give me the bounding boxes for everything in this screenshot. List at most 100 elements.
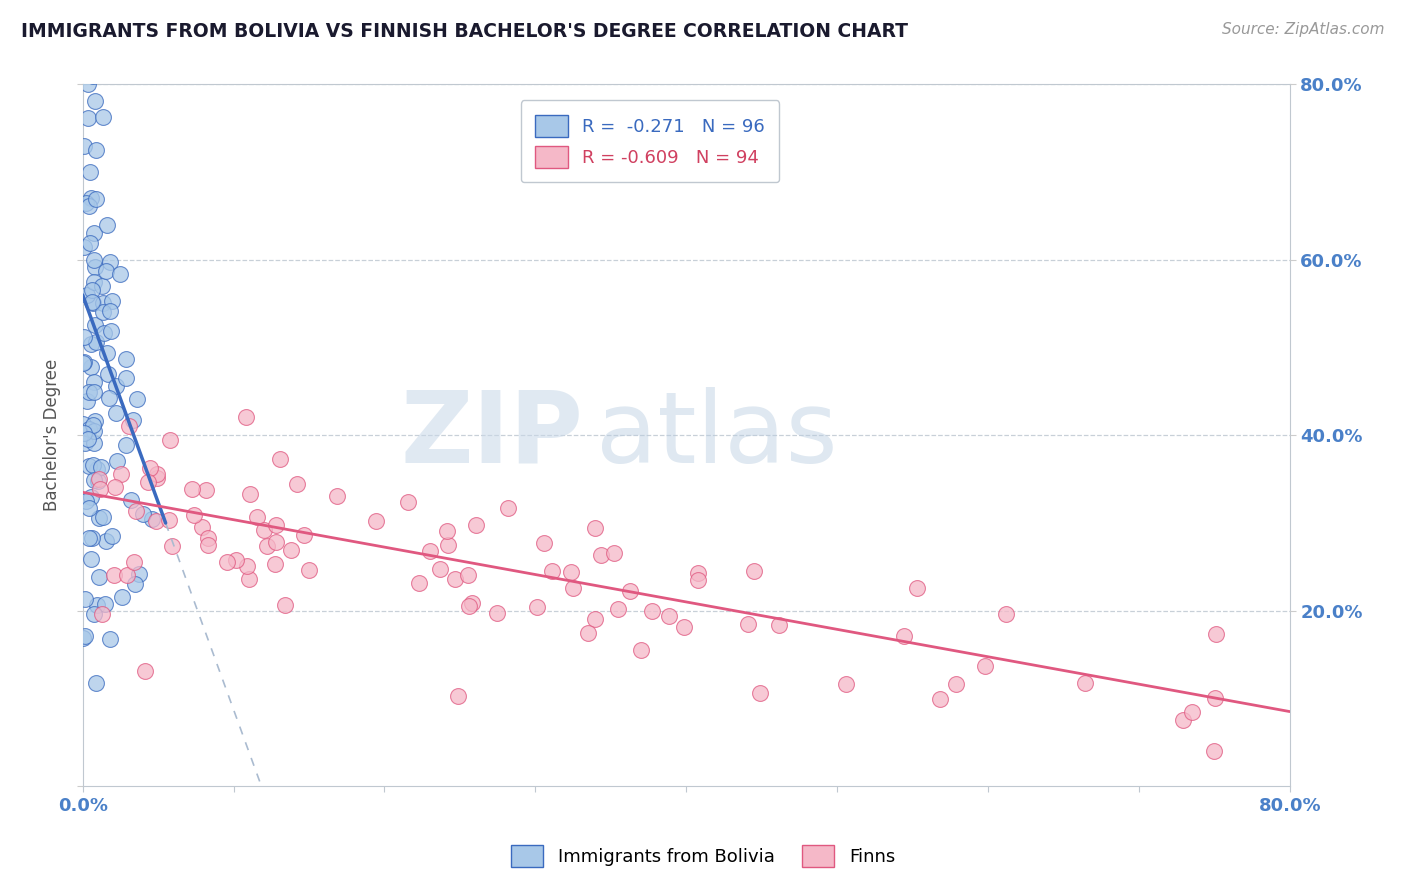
Point — [124, 577, 146, 591]
Point — [408, 575, 430, 590]
Point — [79, 422, 101, 436]
Point — [105, 454, 128, 468]
Point — [893, 630, 915, 644]
Point — [76, 60, 98, 74]
Point — [641, 603, 664, 617]
Point — [72, 356, 94, 370]
Point — [264, 535, 287, 549]
Text: ZIP: ZIP — [401, 387, 583, 483]
Point — [298, 563, 321, 577]
Point — [498, 500, 520, 515]
Point — [238, 572, 260, 586]
Point — [91, 279, 114, 293]
Point — [274, 598, 297, 612]
Point — [77, 111, 100, 125]
Point — [83, 253, 105, 268]
Point — [239, 487, 262, 501]
Point — [236, 559, 259, 574]
Point — [486, 606, 509, 620]
Point — [79, 164, 101, 178]
Point — [737, 617, 759, 632]
Point — [75, 435, 97, 450]
Point — [72, 632, 94, 646]
Point — [120, 493, 142, 508]
Point — [93, 304, 115, 318]
Point — [84, 143, 107, 157]
Point — [122, 555, 145, 569]
Point — [75, 494, 97, 508]
Point — [748, 686, 770, 700]
Point — [122, 413, 145, 427]
Point — [97, 367, 120, 381]
Point — [82, 296, 104, 310]
Point — [396, 494, 419, 508]
Point — [603, 546, 626, 560]
Point — [583, 611, 606, 625]
Point — [1074, 676, 1097, 690]
Point — [562, 581, 585, 595]
Point — [115, 567, 138, 582]
Point — [84, 334, 107, 349]
Point — [619, 583, 641, 598]
Point — [215, 555, 238, 569]
Point — [945, 677, 967, 691]
Point — [364, 514, 387, 528]
Point — [159, 433, 181, 447]
Point — [101, 529, 124, 543]
Point — [141, 512, 163, 526]
Point — [160, 540, 183, 554]
Point — [94, 597, 117, 611]
Point — [190, 520, 212, 534]
Point — [115, 352, 138, 367]
Point — [73, 138, 96, 153]
Point — [264, 517, 287, 532]
Point — [77, 459, 100, 474]
Point — [245, 510, 267, 524]
Point — [1171, 713, 1194, 727]
Point — [457, 567, 479, 582]
Point — [83, 95, 105, 109]
Text: IMMIGRANTS FROM BOLIVIA VS FINNISH BACHELOR'S DEGREE CORRELATION CHART: IMMIGRANTS FROM BOLIVIA VS FINNISH BACHE… — [21, 22, 908, 41]
Point — [146, 467, 169, 481]
Point — [673, 620, 696, 634]
Point — [436, 524, 458, 538]
Legend: R =  -0.271   N = 96, R = -0.609   N = 94: R = -0.271 N = 96, R = -0.609 N = 94 — [520, 101, 779, 183]
Point — [73, 355, 96, 369]
Point — [90, 459, 112, 474]
Point — [181, 483, 204, 497]
Point — [82, 295, 104, 310]
Point — [83, 425, 105, 439]
Point — [83, 385, 105, 400]
Point — [75, 195, 97, 210]
Point — [465, 518, 488, 533]
Point — [145, 514, 167, 528]
Point — [91, 295, 114, 310]
Point — [835, 676, 858, 690]
Text: atlas: atlas — [596, 387, 838, 483]
Point — [82, 418, 104, 433]
Point — [83, 607, 105, 621]
Point — [91, 110, 114, 124]
Point — [73, 240, 96, 254]
Point — [114, 370, 136, 384]
Point — [94, 533, 117, 548]
Point — [80, 360, 103, 375]
Point — [686, 566, 709, 580]
Point — [110, 267, 132, 281]
Point — [768, 617, 790, 632]
Point — [134, 664, 156, 678]
Point — [104, 480, 127, 494]
Point — [100, 324, 122, 338]
Point — [101, 293, 124, 308]
Point — [84, 676, 107, 690]
Legend: Immigrants from Bolivia, Finns: Immigrants from Bolivia, Finns — [503, 838, 903, 874]
Point — [1181, 706, 1204, 720]
Point — [157, 512, 180, 526]
Point — [576, 626, 599, 640]
Point — [929, 692, 952, 706]
Point — [197, 538, 219, 552]
Point — [73, 330, 96, 344]
Point — [533, 535, 555, 549]
Point — [560, 565, 582, 579]
Point — [98, 304, 121, 318]
